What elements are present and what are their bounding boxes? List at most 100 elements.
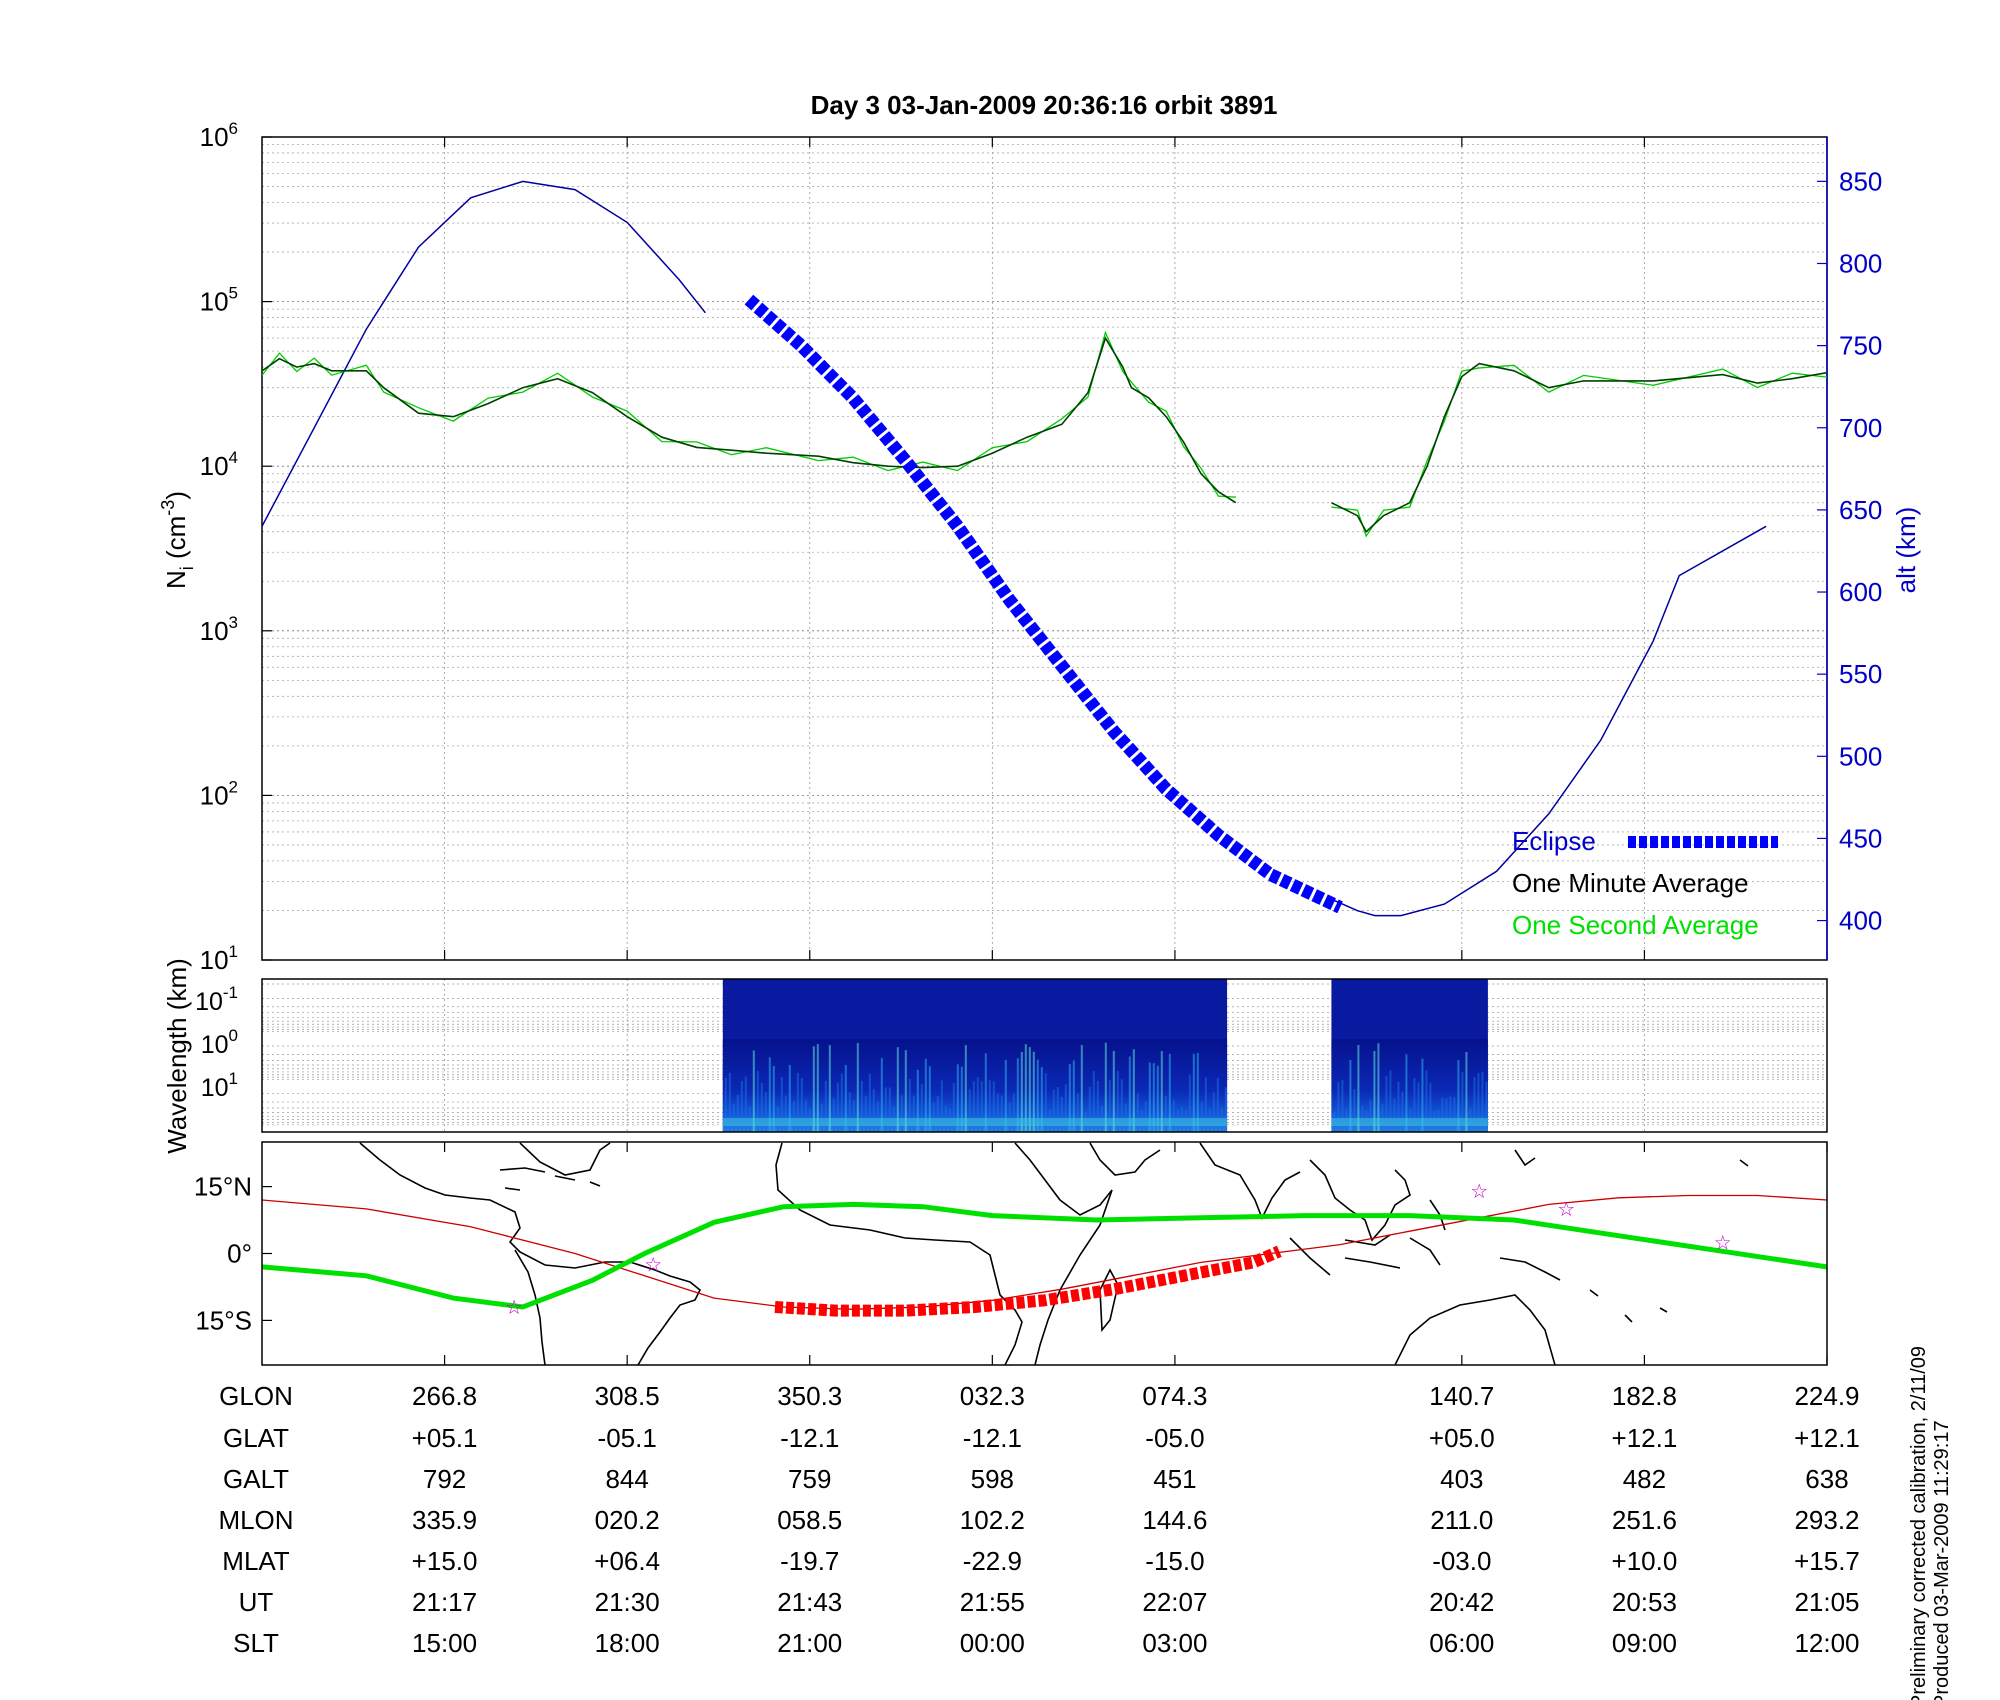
spectrogram-streak bbox=[932, 1102, 935, 1132]
table-cell: +15.7 bbox=[1794, 1546, 1860, 1576]
spectrogram-streak bbox=[1413, 1078, 1416, 1132]
map-panel: ☆ ☆ ☆ ☆ ☆ 15°N 0° 15°S bbox=[194, 1141, 1828, 1366]
spectrogram-streak bbox=[996, 1093, 999, 1132]
spectrogram-streak bbox=[1353, 1088, 1356, 1132]
table-cell: 15:00 bbox=[412, 1628, 477, 1658]
spectrogram-streak bbox=[1024, 1044, 1027, 1132]
altitude-line-1 bbox=[1331, 525, 1767, 917]
spectrogram-streak bbox=[940, 1080, 943, 1132]
magnetic-equator-line bbox=[262, 1201, 1827, 1310]
ground-track-line bbox=[262, 1194, 1827, 1310]
chart-title: Day 3 03-Jan-2009 20:36:16 orbit 3891 bbox=[811, 90, 1278, 120]
tick-base: 10 bbox=[200, 122, 229, 152]
coast-madagascar bbox=[1099, 1268, 1119, 1333]
table-cell: 182.8 bbox=[1612, 1381, 1677, 1411]
spectrogram-streak bbox=[1156, 1065, 1159, 1132]
table-row-label: GLAT bbox=[223, 1423, 289, 1453]
tick-exp: 3 bbox=[229, 613, 238, 632]
coast-pacific-islands bbox=[1589, 1159, 1749, 1323]
spectrogram-streak bbox=[740, 1080, 743, 1132]
table-cell: 451 bbox=[1153, 1464, 1196, 1494]
spectrogram-streak bbox=[1200, 1101, 1203, 1132]
tick-exp: 1 bbox=[229, 942, 238, 961]
spectrogram-streak bbox=[1152, 1063, 1155, 1132]
altitude-line-0 bbox=[262, 180, 706, 527]
table-cell: -22.9 bbox=[963, 1546, 1022, 1576]
table-cell: +06.4 bbox=[594, 1546, 660, 1576]
map-lat-label: 15°S bbox=[195, 1305, 252, 1335]
table-row-label: MLON bbox=[218, 1505, 293, 1535]
spectrogram-streak bbox=[1192, 1053, 1195, 1132]
map-lat-ticks: 15°N 0° 15°S bbox=[194, 1172, 272, 1335]
left-tick-label: 105 bbox=[200, 284, 238, 317]
spectrogram-streak bbox=[1341, 1079, 1344, 1132]
star-marker-icon: ☆ bbox=[1470, 1181, 1488, 1203]
spectrogram-streak bbox=[1425, 1070, 1428, 1132]
footer-produced: Produced 03-Mar-2009 11:29:17 bbox=[1931, 1420, 1953, 1700]
spectrogram-streak bbox=[872, 1088, 875, 1132]
spectrogram-streak bbox=[1337, 1082, 1340, 1132]
spectrogram-streak bbox=[800, 1077, 803, 1132]
table-cell: 21:17 bbox=[412, 1587, 477, 1617]
y-label-sub: i bbox=[177, 566, 197, 570]
spec-tick-label: 10-1 bbox=[195, 983, 238, 1016]
spectrogram-streak bbox=[1064, 1084, 1067, 1132]
right-tick-label: 800 bbox=[1839, 248, 1882, 278]
density-grid bbox=[262, 137, 1828, 961]
spectrogram-streak bbox=[1044, 1073, 1047, 1132]
legend: Eclipse One Minute Average One Second Av… bbox=[1512, 826, 1778, 940]
spectrogram-streak bbox=[1369, 1099, 1372, 1132]
table-cell: 020.2 bbox=[595, 1505, 660, 1535]
tick-base: 10 bbox=[195, 988, 223, 1016]
spectrogram-streak bbox=[852, 1100, 855, 1132]
table-cell: 335.9 bbox=[412, 1505, 477, 1535]
table-cell: 144.6 bbox=[1142, 1505, 1207, 1535]
spectrogram-streak bbox=[1032, 1051, 1035, 1132]
spectrogram-streak bbox=[1477, 1073, 1480, 1132]
table-cell: +12.1 bbox=[1612, 1423, 1678, 1453]
spectrogram-streak bbox=[772, 1065, 775, 1132]
spectrogram-streak bbox=[752, 1050, 755, 1132]
orbit-table: GLON GLAT GALT MLON MLAT UT SLT 266.8 +05.1 792 33… bbox=[218, 1381, 1859, 1658]
table-cell: 140.7 bbox=[1429, 1381, 1494, 1411]
spectrogram-streak bbox=[868, 1073, 871, 1132]
spectrogram-streak bbox=[848, 1092, 851, 1132]
table-cell: 21:05 bbox=[1794, 1587, 1859, 1617]
spectrogram-band bbox=[722, 1118, 1228, 1126]
spectrogram-streak bbox=[844, 1064, 847, 1132]
spectrogram-streak bbox=[1076, 1093, 1079, 1132]
spectrogram-streak bbox=[1080, 1045, 1083, 1132]
density-minute-line-1 bbox=[1331, 362, 1827, 533]
spectrogram-streak bbox=[792, 1100, 795, 1132]
table-cell: 308.5 bbox=[595, 1381, 660, 1411]
spectrogram-streak bbox=[1160, 1051, 1163, 1132]
table-cell: 211.0 bbox=[1430, 1505, 1493, 1535]
left-tick-label: 101 bbox=[200, 942, 238, 975]
spectrogram-streak bbox=[1016, 1058, 1019, 1132]
coast-indonesia bbox=[1289, 1199, 1446, 1276]
coast-japan-area bbox=[1514, 1149, 1536, 1167]
density-second-line-0 bbox=[262, 330, 1236, 498]
tick-exp: 6 bbox=[229, 119, 238, 138]
table-cell: 22:07 bbox=[1142, 1587, 1207, 1617]
spectrogram-streak bbox=[1212, 1092, 1215, 1132]
spectrogram-streak bbox=[1188, 1074, 1191, 1132]
table-cell: 21:55 bbox=[960, 1587, 1025, 1617]
table-row-label: MLAT bbox=[222, 1546, 290, 1576]
spectrogram-streak bbox=[1124, 1103, 1127, 1132]
spectrogram-streak bbox=[968, 1089, 971, 1132]
map-grid bbox=[443, 1142, 1828, 1365]
spectrogram-streak bbox=[1357, 1045, 1360, 1132]
spectrogram-streak bbox=[824, 1080, 827, 1132]
spectrogram-streak bbox=[1008, 1102, 1011, 1132]
spectrogram-streak bbox=[1172, 1100, 1175, 1132]
star-marker-icon: ☆ bbox=[1714, 1232, 1732, 1254]
left-tick-label: 103 bbox=[200, 613, 238, 646]
coast-africa-east bbox=[1014, 1142, 1113, 1365]
spectrogram-streak bbox=[988, 1080, 991, 1132]
table-cell: 18:00 bbox=[595, 1628, 660, 1658]
spectrogram-streak bbox=[796, 1072, 799, 1132]
spectrogram-streak bbox=[1417, 1082, 1420, 1132]
table-cell: 102.2 bbox=[960, 1505, 1025, 1535]
spectrogram-streak bbox=[960, 1066, 963, 1132]
